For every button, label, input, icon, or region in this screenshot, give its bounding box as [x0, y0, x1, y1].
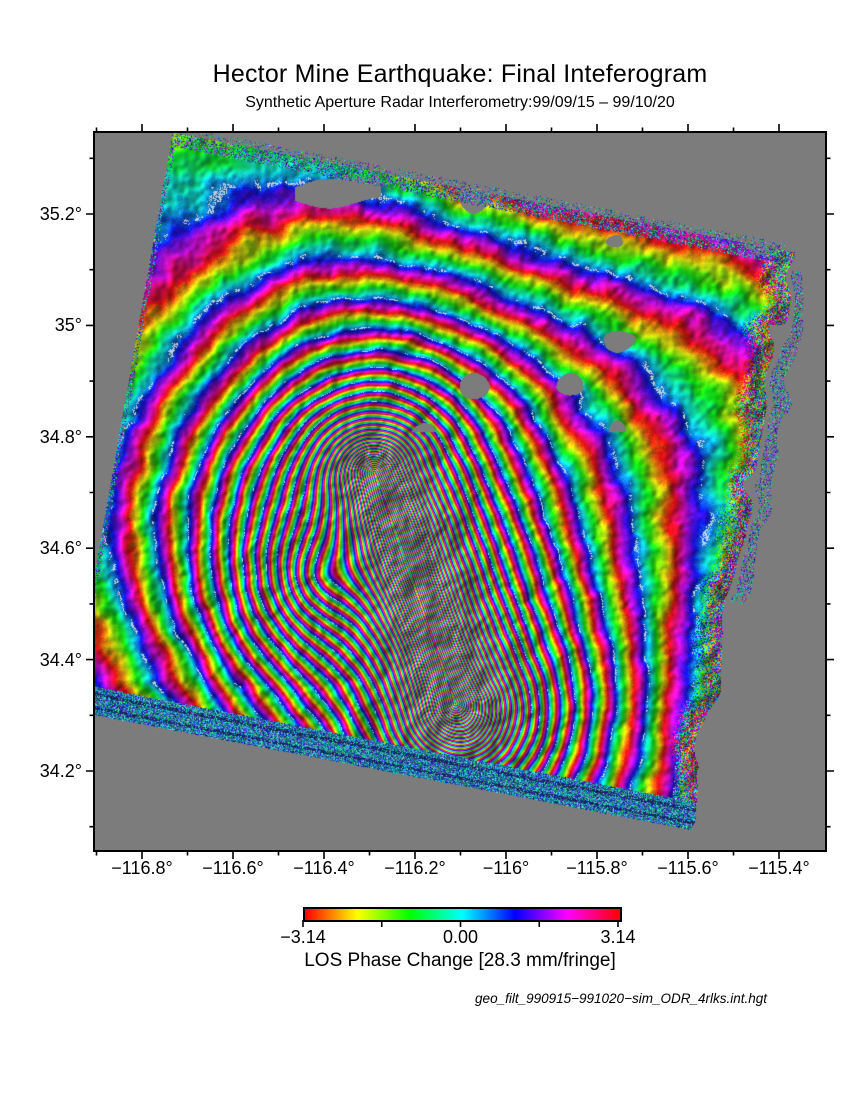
colorbar-gradient	[303, 907, 622, 922]
filename-caption: geo_filt_990915−991020−sim_ODR_4rlks.int…	[347, 991, 767, 1006]
colorbar-tick-label: 3.14	[578, 927, 658, 948]
x-tick-label: −116.6°	[188, 858, 278, 878]
y-tick-label: 35.2°	[0, 204, 82, 224]
colorbar-tick-label: 0.00	[421, 927, 501, 948]
x-tick-label: −115.6°	[643, 858, 733, 878]
figure-title: Hector Mine Earthquake: Final Inteferogr…	[30, 60, 850, 89]
x-tick-label: −115.4°	[734, 858, 824, 878]
y-tick-label: 34.6°	[0, 538, 82, 558]
colorbar-title: LOS Phase Change [28.3 mm/fringe]	[30, 950, 850, 972]
figure-subtitle: Synthetic Aperture Radar Interferometry:…	[30, 94, 850, 112]
x-tick-label: −116°	[461, 858, 551, 878]
colorbar-tick-label: −3.14	[263, 927, 343, 948]
y-tick-label: 35°	[0, 315, 82, 335]
figure-root: Hector Mine Earthquake: Final Inteferogr…	[0, 0, 850, 1100]
x-tick-label: −116.4°	[279, 858, 369, 878]
y-tick-label: 34.8°	[0, 427, 82, 447]
x-tick-label: −116.2°	[370, 858, 460, 878]
y-tick-label: 34.2°	[0, 761, 82, 781]
interferogram-image	[94, 132, 826, 851]
x-tick-label: −115.8°	[552, 858, 642, 878]
map-plot-area	[94, 132, 826, 851]
y-tick-label: 34.4°	[0, 650, 82, 670]
x-tick-label: −116.8°	[97, 858, 187, 878]
